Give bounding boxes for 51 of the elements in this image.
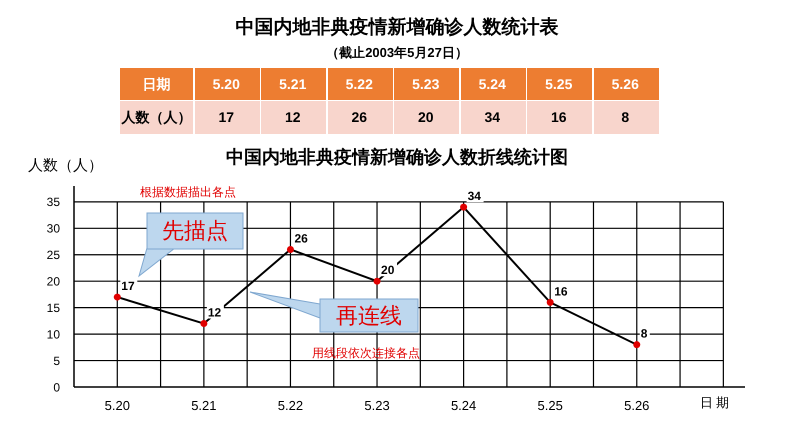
x-tick-label: 5.20 [104,398,130,414]
point [200,320,208,328]
point [546,298,554,306]
data-label: 17 [193,101,260,134]
x-tick-label: 5.23 [411,75,440,94]
y-tick-label: 25 [46,248,60,262]
x-tick-label: 5.25 [538,398,563,414]
data-label: 34 [468,189,482,204]
x-tick-label: 5.24 [478,75,507,94]
data-label: 20 [381,263,395,278]
chart-title: 中国内地非典疫情新增确诊人数统计表 [234,16,560,40]
x-tick-label: 5.22 [278,398,304,414]
x-tick-label: 5.20 [212,75,241,94]
y-tick-label: 20 [46,274,60,288]
x-tick-label: 5.23 [364,398,390,414]
annotation: 再连线 [320,299,418,332]
data-label: 12 [208,306,222,320]
data-label: 26 [294,231,308,246]
data-label: 16 [526,101,592,134]
data-label: 34 [459,101,526,134]
x-tick-label: 5.26 [610,75,640,94]
x-axis-title: 日期 [700,394,732,412]
y-tick-label: 35 [46,195,60,210]
annotation: 先描点 [147,213,243,249]
chart-title: 中国内地非典疫情新增确诊人数折线统计图 [226,147,568,167]
x-tick-label: 5.21 [278,75,308,94]
x-tick-label: 5.25 [544,75,574,94]
y-tick-label: 15 [46,300,60,315]
y-tick-label: 0 [53,380,60,394]
x-tick-label: 5.22 [344,75,374,94]
data-label: 16 [554,284,568,298]
data-label: 26 [326,101,392,134]
annotation: 根据数据描出各点 [140,184,236,201]
chart-subtitle: （截止2003年5月27日） [325,44,469,62]
point [633,341,640,348]
y-tick-label: 5 [53,354,60,368]
x-tick-label: 5.26 [624,398,650,414]
y-tick-label: 30 [46,222,60,236]
point [374,278,381,285]
point [114,294,121,301]
y-tick-label: 10 [46,327,60,342]
x-axis-title: 日期 [142,75,172,94]
x-tick-label: 5.21 [191,398,217,414]
data-label: 8 [592,101,658,134]
data-label: 12 [260,101,326,134]
x-tick-label: 5.24 [450,398,476,414]
point [460,204,468,211]
data-label: 20 [392,101,459,134]
point [286,246,294,253]
data-label: 17 [121,279,135,294]
data-label: 8 [640,326,648,341]
